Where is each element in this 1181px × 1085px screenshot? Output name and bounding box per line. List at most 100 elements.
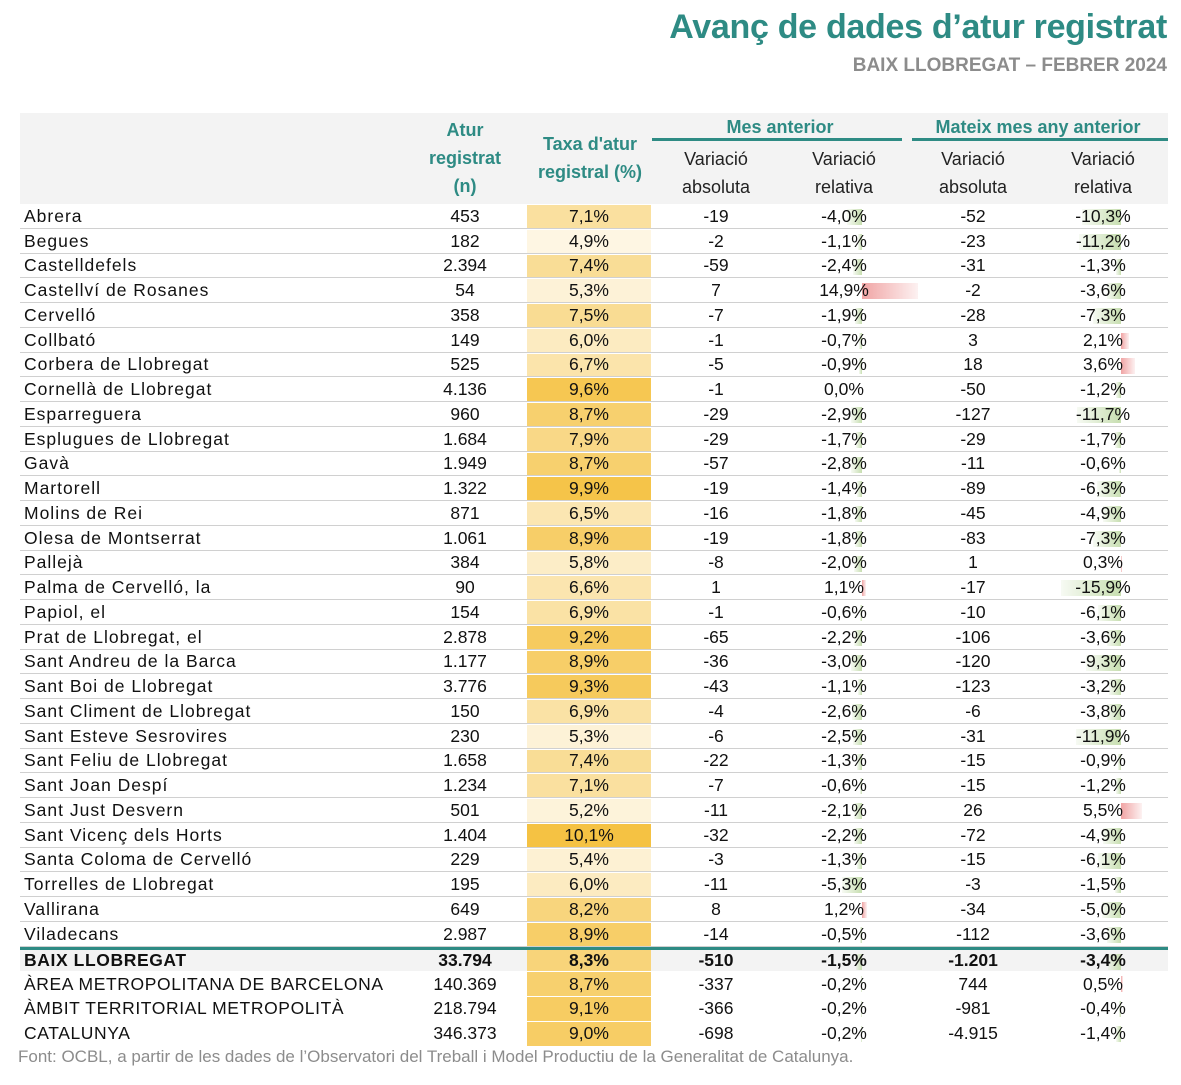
atur-value: 2.394 — [443, 255, 487, 276]
any-var-rel: -3,6% — [1080, 923, 1126, 944]
negative-bar — [1061, 580, 1121, 597]
mes-var-abs: -11 — [704, 874, 728, 895]
any-var-rel: -15,9% — [1038, 576, 1168, 599]
taxa-value: 7,9% — [527, 427, 651, 451]
negative-bar — [1078, 233, 1121, 250]
any-var-abs: -127 — [955, 403, 991, 424]
table-row: Santa Coloma de Cervelló 229 5,4% -3 -1,3% -1… — [20, 847, 1168, 873]
taxa-value: 5,2% — [527, 799, 651, 822]
mes-var-abs: -29 — [703, 403, 729, 424]
any-var-rel: 5,5% — [1038, 799, 1168, 822]
atur-value: 1.322 — [443, 478, 487, 499]
negative-bar — [850, 654, 862, 671]
table-row: Molins de Rei 871 6,5% -16 -1,8% -45 -4,9% — [20, 501, 1168, 526]
header-mes-anterior: Mes anterior — [726, 117, 834, 137]
negative-bar — [861, 1001, 862, 1017]
table-row: Sant Andreu de la Barca 1.177 8,9% -36 -3,0%… — [20, 649, 1168, 675]
aggregate-row: ÀMBIT TERRITORIAL METROPOLITÀ 218.794 9,1%… — [20, 996, 1168, 1021]
any-var-abs: -10 — [960, 601, 986, 622]
mes-var-abs: -59 — [703, 255, 729, 276]
table-row: Prat de Llobregat, el 2.878 9,2% -65 -2,2% -1… — [20, 624, 1168, 650]
mes-var-abs: -7 — [708, 775, 724, 796]
taxa-value: 8,7% — [527, 972, 651, 996]
table-body: Abrera 453 7,1% -19 -4,0% -52 -10,3% Begues 182 4… — [20, 204, 1168, 1046]
any-var-abs: -83 — [960, 527, 986, 548]
any-var-abs: -89 — [960, 478, 986, 499]
taxa-value: 8,9% — [527, 650, 651, 674]
mes-var-rel: -2,6% — [821, 700, 867, 721]
municipality-name: Sant Feliu de Llobregat — [24, 750, 228, 771]
any-var-abs: -72 — [960, 824, 986, 845]
mes-var-rel: -2,4% — [821, 255, 867, 276]
negative-bar — [1102, 827, 1121, 844]
mes-var-abs: -6 — [708, 725, 724, 746]
any-var-rel: -5,0% — [1080, 898, 1126, 919]
mes-var-rel: -0,9% — [821, 354, 867, 375]
municipality-name: Torrelles de Llobregat — [24, 874, 215, 895]
mes-var-rel: -2,2% — [821, 626, 867, 647]
atur-value: 525 — [450, 354, 480, 375]
any-var-rel: 3,6% — [1038, 354, 1168, 377]
group-underline — [652, 138, 902, 141]
any-var-rel: -3,8% — [1080, 700, 1126, 721]
any-var-rel: -9,3% — [1080, 651, 1126, 672]
any-var-abs: -120 — [955, 651, 991, 672]
negative-bar — [1107, 629, 1121, 646]
negative-bar — [1093, 530, 1121, 547]
any-var-rel: -10,3% — [1075, 205, 1131, 226]
mes-var-rel: -0,2% — [821, 998, 867, 1019]
header-mes-var-abs: Variació absoluta — [681, 149, 751, 197]
negative-bar — [861, 976, 862, 993]
negative-bar — [852, 728, 862, 745]
taxa-value: 8,7% — [527, 452, 651, 476]
any-var-rel: -4,9% — [1080, 824, 1126, 845]
mes-var-abs: -29 — [703, 428, 729, 449]
mes-var-abs: 7 — [711, 280, 721, 301]
mes-var-rel: 1,2% — [780, 898, 908, 921]
atur-value: 195 — [450, 874, 480, 895]
negative-bar — [854, 308, 862, 324]
mes-var-rel: -0,2% — [821, 1023, 867, 1044]
negative-bar — [855, 530, 862, 547]
table-row: Cervelló 358 7,5% -7 -1,9% -28 -7,3% — [20, 303, 1168, 328]
any-var-abs: -4.915 — [948, 1023, 998, 1044]
atur-value: 1.061 — [443, 527, 487, 548]
table-row: Abrera 453 7,1% -19 -4,0% -52 -10,3% — [20, 204, 1168, 229]
any-var-abs: -17 — [960, 577, 986, 598]
any-var-rel: -4,9% — [1080, 502, 1126, 523]
any-var-rel: -0,6% — [1080, 453, 1126, 474]
atur-value: 2.987 — [443, 923, 487, 944]
negative-bar — [1106, 704, 1121, 720]
mes-var-abs: -14 — [703, 923, 729, 944]
taxa-value: 7,4% — [527, 749, 651, 773]
municipality-name: Begues — [24, 230, 90, 251]
mes-var-abs: -32 — [703, 824, 729, 845]
municipality-name: Viladecans — [24, 923, 120, 944]
header-any-var-rel: Variació relativa — [1071, 149, 1135, 197]
mes-var-rel: -0,6% — [821, 775, 867, 796]
positive-bar — [1121, 332, 1129, 349]
municipality-name: Corbera de Llobregat — [24, 354, 210, 375]
mes-var-rel: -0,6% — [821, 601, 867, 622]
mes-var-abs: -65 — [703, 626, 729, 647]
table-row: Torrelles de Llobregat 195 6,0% -11 -5,3% -3 -… — [20, 872, 1168, 897]
table-row: Sant Boi de Llobregat 3.776 9,3% -43 -1,1% -1… — [20, 674, 1168, 699]
any-var-abs: -981 — [955, 998, 991, 1019]
negative-bar — [860, 926, 862, 943]
any-var-abs: 1 — [968, 552, 978, 573]
table-row: Olesa de Montserrat 1.061 8,9% -19 -1,8% -83 -… — [20, 525, 1168, 551]
any-var-rel: 0,5% — [1083, 973, 1123, 994]
mes-var-rel: 0,0% — [824, 379, 864, 400]
header-any-anterior: Mateix mes any anterior — [935, 117, 1141, 137]
atur-value: 218.794 — [433, 998, 497, 1019]
aggregate-row: CATALUNYA 346.373 9,0% -698 -0,2% -4.915 -1,4% — [20, 1020, 1168, 1046]
table-row: Cornellà de Llobregat 4.136 9,6% -1 0,0% -50 -… — [20, 377, 1168, 402]
municipality-name: Santa Coloma de Cervelló — [24, 849, 253, 870]
negative-bar — [1082, 209, 1121, 225]
any-var-abs: -31 — [960, 255, 986, 276]
municipality-name: Cornellà de Llobregat — [24, 379, 213, 400]
atur-value: 90 — [455, 577, 475, 598]
any-var-rel: -7,3% — [1080, 527, 1126, 548]
any-var-rel: -7,3% — [1080, 304, 1126, 325]
any-var-abs: -15 — [960, 750, 986, 771]
